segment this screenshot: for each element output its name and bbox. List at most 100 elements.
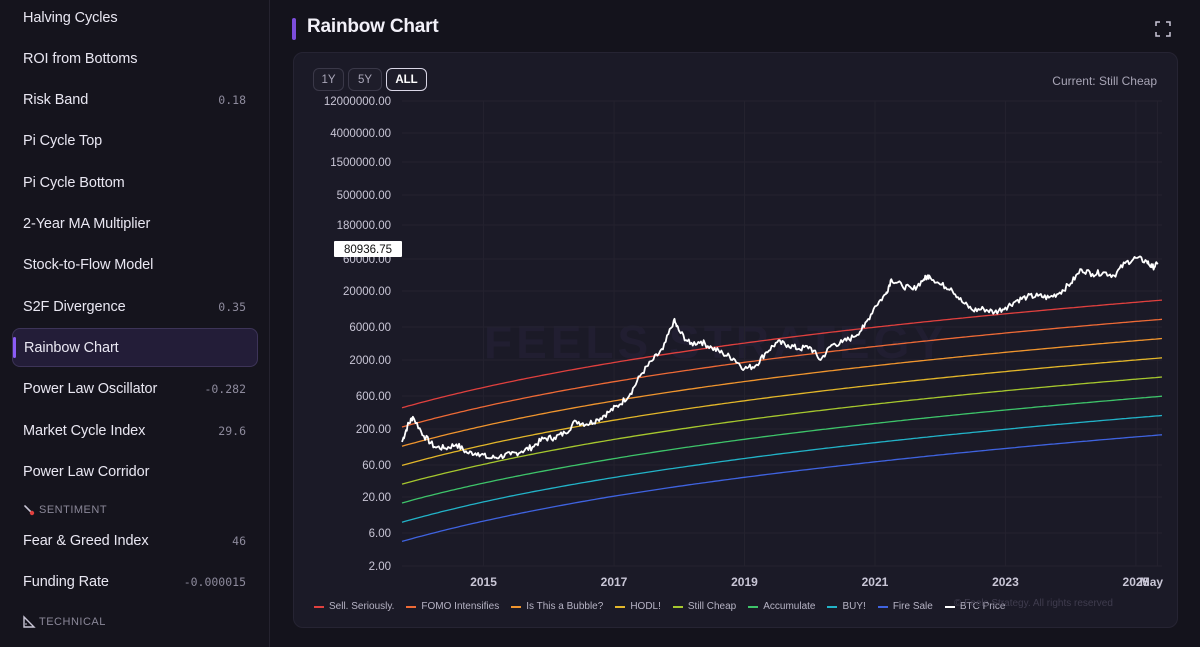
y-tick-label: 2.00 [369, 561, 391, 573]
rainbow-band-line [401, 337, 1163, 447]
legend-swatch [314, 605, 324, 608]
x-tick-label: 2017 [601, 575, 628, 589]
sidebar-item[interactable]: Pi Cycle Bottom [12, 163, 258, 202]
sidebar-item-label: Funding Rate [23, 573, 109, 590]
legend-item[interactable]: BTC Price [944, 601, 1005, 612]
y-tick-label: 4000000.00 [330, 128, 391, 140]
legend-swatch [748, 605, 759, 608]
sidebar-item[interactable]: Power Law Corridor [12, 452, 258, 491]
legend-item[interactable]: Is This a Bubble? [511, 601, 603, 612]
x-tick-label: 2023 [992, 575, 1019, 589]
y-tick-label: 12000000.00 [324, 96, 391, 108]
sidebar-item[interactable]: Pi Cycle Top [12, 122, 258, 161]
sidebar-item[interactable]: Funding Rate -0.000015 [12, 562, 258, 601]
legend-label: BUY! [842, 601, 866, 612]
chart-card: FEELS STRATEGY 12000000.00 4000000.00 1500… [293, 52, 1178, 628]
legend-swatch [877, 605, 888, 608]
rainbow-band-line [401, 318, 1163, 428]
sidebar-item-label: Fear & Greed Index [23, 532, 149, 549]
legend-item[interactable]: Still Cheap [672, 601, 736, 612]
ruler-icon [23, 615, 36, 628]
sidebar-item-label: S2F Divergence [23, 298, 126, 315]
sidebar-item-value: 46 [232, 533, 246, 548]
rainbow-band-line [401, 414, 1163, 523]
sidebar-item[interactable]: Power Law Oscillator -0.282 [12, 370, 258, 409]
rainbow-band-line [401, 395, 1163, 504]
legend-item[interactable]: Fire Sale [877, 601, 933, 612]
legend-item[interactable]: Accumulate [748, 601, 815, 612]
x-tick-label: 2021 [862, 575, 889, 589]
sidebar-item-label: Risk Band [23, 92, 89, 109]
y-tick-label: 2000.00 [349, 355, 391, 367]
y-tick-label: 20.00 [362, 492, 391, 504]
x-tick-label: 2019 [731, 575, 758, 589]
legend-item[interactable]: HODL! [615, 601, 661, 612]
range-5y-button[interactable]: 5Y [348, 68, 382, 91]
legend-item[interactable]: Sell. Seriously. [314, 601, 394, 612]
y-tick-label: 60.00 [362, 460, 391, 472]
y-tick-label: 1500000.00 [330, 157, 391, 169]
copyright-watermark: © Feels Strategy. All rights reserved [954, 598, 1113, 609]
legend-item[interactable]: FOMO Intensifies [406, 601, 499, 612]
legend-label: FOMO Intensifies [421, 601, 500, 612]
sidebar-item[interactable]: S2F Divergence 0.35 [12, 287, 258, 326]
y-tick-label: 6000.00 [349, 322, 391, 334]
y-tick-label: 200.00 [356, 424, 391, 436]
sidebar-item-value: 29.6 [218, 423, 246, 438]
sidebar-item[interactable]: Stock-to-Flow Model [12, 246, 258, 285]
legend-swatch [827, 605, 838, 608]
rainbow-band-line [401, 299, 1163, 409]
section-technical-label: TECHNICAL [39, 616, 106, 628]
x-tick-label: 2015 [470, 575, 497, 589]
x-tick-label: 2025 [1123, 575, 1150, 589]
section-sentiment-label: SENTIMENT [39, 504, 108, 516]
sidebar-item-label: Power Law Oscillator [23, 381, 158, 398]
legend-swatch [406, 605, 417, 608]
sidebar-item[interactable]: Fear & Greed Index 46 [12, 521, 258, 560]
sidebar-item[interactable]: Risk Band 0.18 [12, 81, 258, 120]
current-price-label: 80936.75 [344, 244, 392, 256]
legend-label: Sell. Seriously. [329, 601, 395, 612]
rainbow-band-line [401, 376, 1163, 485]
legend-swatch [944, 605, 955, 608]
background-watermark: FEELS STRATEGY [484, 316, 949, 368]
sidebar-item[interactable]: Rainbow Chart [12, 328, 258, 368]
legend-label: Is This a Bubble? [526, 601, 604, 612]
sidebar-item-label: Halving Cycles [23, 9, 118, 26]
y-tick-label: 500000.00 [337, 190, 391, 202]
sidebar-item[interactable]: Halving Cycles [12, 0, 258, 37]
sidebar-item-label: Pi Cycle Top [23, 133, 103, 150]
legend-label: HODL! [630, 601, 661, 612]
sidebar-item[interactable]: 2-Year MA Multiplier [12, 205, 258, 244]
legend-swatch [511, 605, 522, 608]
sidebar: Halving Cycles ROI from Bottoms Risk Band 0… [0, 0, 270, 647]
y-tick-label: 20000.00 [343, 286, 391, 298]
sidebar-item[interactable]: Market Cycle Index 29.6 [12, 411, 258, 450]
sidebar-item-label: Stock-to-Flow Model [23, 257, 154, 274]
range-1y-button[interactable]: 1Y [313, 68, 344, 91]
legend-swatch [672, 605, 683, 608]
sidebar-item-label: Market Cycle Index [23, 422, 146, 439]
current-price-tag [334, 241, 402, 257]
btc-price-line [401, 255, 1159, 460]
legend-label: Fire Sale [892, 601, 933, 612]
y-tick-label: 180000.00 [337, 220, 391, 232]
sidebar-item-label: ROI from Bottoms [23, 50, 138, 67]
title-accent [292, 18, 296, 40]
sidebar-item[interactable]: ROI from Bottoms [12, 39, 258, 78]
x-tick-label: May [1140, 575, 1164, 589]
section-technical: TECHNICAL [22, 615, 106, 629]
rainbow-chart: 12000000.00 4000000.00 1500000.00 500000.00… [324, 96, 1164, 589]
range-all-button[interactable]: ALL [386, 68, 427, 91]
rainbow-band-line [401, 434, 1163, 543]
sidebar-item-value: -0.000015 [183, 574, 246, 589]
legend-label: Accumulate [763, 601, 816, 612]
sidebar-item-value: 0.35 [218, 299, 246, 314]
sidebar-item-label: Rainbow Chart [24, 339, 119, 356]
thermometer-icon [24, 505, 35, 516]
legend-swatch [615, 605, 626, 608]
current-status: Current: Still Cheap [1052, 74, 1157, 88]
legend-item[interactable]: BUY! [827, 601, 866, 612]
y-tick-label: 6.00 [369, 528, 391, 540]
expand-button[interactable] [1153, 19, 1173, 39]
